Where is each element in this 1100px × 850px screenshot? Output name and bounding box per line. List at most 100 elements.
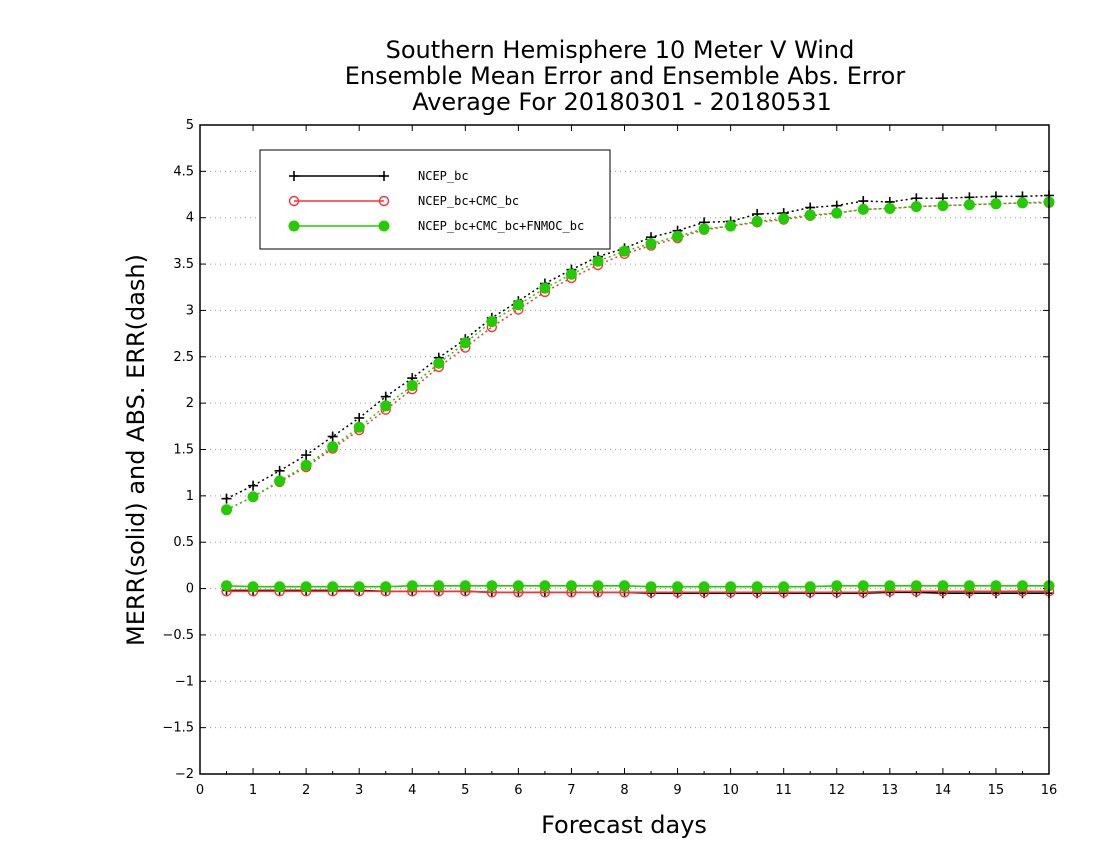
legend-marker xyxy=(288,195,300,207)
y-tick-label: 2 xyxy=(186,396,194,411)
chart-title-line-1: Southern Hemisphere 10 Meter V Wind xyxy=(386,36,855,64)
abs-err-point xyxy=(884,202,896,214)
mean-err-point xyxy=(751,581,763,593)
abs-err-point xyxy=(380,400,392,412)
legend: NCEP_bc NCEP_bc+CMC_bc NCEP_bc+CMC_bc+FNMO… xyxy=(259,149,611,250)
y-tick-label: 0 xyxy=(186,582,194,597)
abs-err-point xyxy=(831,207,843,219)
abs-err-point xyxy=(221,504,233,516)
x-axis-ticks: 0 1 2 3 4 5 6 7 8 9 10 11 12 13 14 15 16 xyxy=(196,125,1057,798)
x-tick-label: 14 xyxy=(935,783,952,798)
legend-label: NCEP_bc+CMC_bc xyxy=(418,194,519,208)
mean-err-point xyxy=(565,580,577,592)
abs-err-point xyxy=(565,268,577,280)
mean-err-line xyxy=(226,584,1049,588)
y-tick-label: 3 xyxy=(186,303,194,318)
abs-err-point xyxy=(274,475,286,487)
abs-err-point xyxy=(353,421,365,433)
abs-err-point xyxy=(512,299,524,311)
x-tick-label: 10 xyxy=(722,783,739,798)
mean-err-point xyxy=(433,580,445,592)
mean-err-point xyxy=(857,580,869,592)
x-tick-label: 4 xyxy=(408,783,416,798)
mean-err-point xyxy=(831,580,843,592)
x-tick-label: 2 xyxy=(302,783,310,798)
mean-err-point xyxy=(247,581,259,593)
mean-err-point xyxy=(486,580,498,592)
mean-err-point xyxy=(459,580,471,592)
y-tick-label: 5 xyxy=(186,118,194,133)
y-tick-label: 4.5 xyxy=(173,164,194,179)
mean-err-point xyxy=(990,580,1002,592)
x-tick-label: 8 xyxy=(620,783,628,798)
x-tick-label: 1 xyxy=(249,783,257,798)
legend-label: NCEP_bc+CMC_bc+FNMOC_bc xyxy=(418,219,584,233)
x-tick-label: 16 xyxy=(1041,783,1058,798)
x-tick-label: 13 xyxy=(882,783,899,798)
legend-marker xyxy=(288,220,300,232)
y-tick-label: −1 xyxy=(175,674,194,689)
mean-err-point xyxy=(778,581,790,593)
y-tick-label: −0.5 xyxy=(162,628,194,643)
y-axis-ticks: −2 −1.5 −1 −0.5 0 0.5 1 1.5 2 2.5 3 3.5 4 4.5 5 xyxy=(162,118,1049,782)
abs-err-point xyxy=(857,203,869,215)
x-tick-label: 3 xyxy=(355,783,363,798)
abs-err-point xyxy=(963,199,975,211)
mean-err-point xyxy=(804,581,816,593)
mean-err-point xyxy=(300,581,312,593)
y-tick-label: 4 xyxy=(186,211,194,226)
mean-err-point xyxy=(619,580,630,592)
mean-err-line xyxy=(226,590,1049,594)
x-tick-label: 5 xyxy=(461,783,469,798)
x-tick-label: 6 xyxy=(514,783,522,798)
legend-label: NCEP_bc xyxy=(418,169,469,183)
mean-err-point xyxy=(884,580,896,592)
mean-err-point xyxy=(937,580,949,592)
abs-err-point xyxy=(645,238,657,250)
abs-err-point xyxy=(990,198,1002,210)
y-tick-label: −1.5 xyxy=(162,721,194,736)
mean-err-point xyxy=(963,580,975,592)
mean-err-point xyxy=(910,580,922,592)
x-tick-label: 0 xyxy=(196,783,204,798)
mean-err-point xyxy=(512,580,524,592)
abs-err-point xyxy=(725,220,737,232)
mean-err-point xyxy=(592,580,604,592)
legend-marker xyxy=(378,220,390,232)
abs-err-point xyxy=(459,337,471,349)
series-2 xyxy=(221,196,1055,593)
x-tick-label: 15 xyxy=(988,783,1005,798)
x-tick-label: 11 xyxy=(775,783,792,798)
abs-err-point xyxy=(910,201,922,213)
abs-err-line xyxy=(226,201,1050,511)
x-tick-label: 9 xyxy=(673,783,681,798)
abs-err-point xyxy=(592,255,604,267)
chart-title-line-2: Ensemble Mean Error and Ensemble Abs. Er… xyxy=(345,62,906,90)
abs-err-point xyxy=(1016,197,1028,209)
y-tick-label: 3.5 xyxy=(173,257,194,272)
abs-err-point xyxy=(804,209,816,221)
mean-err-point xyxy=(539,580,551,592)
series-1 xyxy=(221,197,1055,598)
x-tick-label: 12 xyxy=(828,783,845,798)
mean-err-point xyxy=(1016,580,1028,592)
y-tick-label: 1.5 xyxy=(173,443,194,458)
mean-err-point xyxy=(353,581,365,593)
mean-err-point xyxy=(698,581,710,593)
legend-box xyxy=(259,149,611,250)
series-0 xyxy=(221,190,1054,599)
abs-err-point xyxy=(539,282,551,294)
abs-err-point xyxy=(486,316,498,328)
abs-err-point xyxy=(698,223,710,235)
x-tick-label: 7 xyxy=(567,783,575,798)
mean-err-point xyxy=(380,581,392,593)
abs-err-point xyxy=(778,213,790,225)
abs-err-point xyxy=(300,459,312,471)
x-axis-label: Forecast days xyxy=(541,811,707,839)
abs-err-point xyxy=(751,215,763,227)
y-tick-label: 1 xyxy=(186,489,194,504)
mean-err-point xyxy=(725,581,737,593)
plot-frame xyxy=(199,124,1050,775)
mean-err-point xyxy=(406,580,418,592)
